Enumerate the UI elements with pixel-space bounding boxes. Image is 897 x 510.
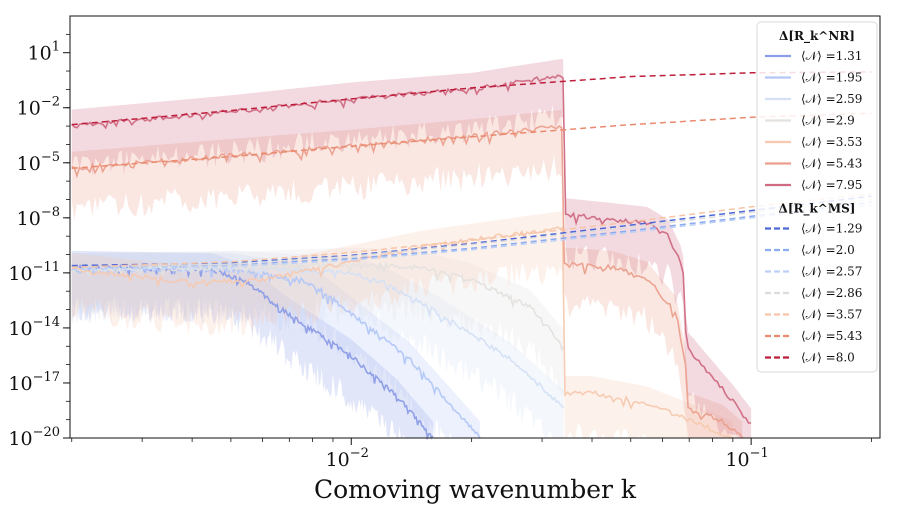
x-tick-label-1: 10−2 [326,446,369,471]
plot-background [70,16,880,438]
legend-label-2-2: ⟨𝒩⟩ =2.0 [801,243,855,257]
legend-box [756,21,878,373]
legend-label-1-1: ⟨𝒩⟩ =1.31 [801,49,862,63]
legend-label-1-7: ⟨𝒩⟩ =7.95 [801,178,862,192]
legend-label-1-6: ⟨𝒩⟩ =5.43 [801,157,862,171]
ms-line-4 [71,198,872,269]
legend-label-1-2: ⟨𝒩⟩ =1.95 [801,71,862,85]
x-tick-label-2: 10−1 [725,446,768,471]
x-axis-label: Comoving wavenumber k [314,475,637,504]
legend-label-2-7: ⟨𝒩⟩ =8.0 [801,351,855,365]
y-tick-label-4: 10−8 [17,205,60,230]
ms-line-7 [71,71,872,126]
legend-label-2-4: ⟨𝒩⟩ =2.86 [801,286,862,300]
ms-line-3 [71,204,872,271]
y-tick-label-1: 101 [28,40,60,65]
legend-label-1-5: ⟨𝒩⟩ =3.53 [801,135,862,149]
y-tick-label-6: 10−14 [8,315,60,340]
legend-label-2-1: ⟨𝒩⟩ =1.29 [801,222,862,236]
legend: Δ[R_k^NR] ⟨𝒩⟩ =1.31 ⟨𝒩⟩ =1.95 ⟨𝒩⟩ =2.59 ⟨𝒩⟩ … [756,21,878,373]
legend-label-1-4: ⟨𝒩⟩ =2.9 [801,114,855,128]
ms-series [71,71,872,271]
y-tick-label-2: 10−2 [17,95,60,120]
band-6 [71,109,743,439]
legend-label-2-3: ⟨𝒩⟩ =2.57 [801,265,862,279]
y-tick-label-5: 10−11 [8,260,60,285]
nr-line-3 [71,264,565,409]
plot-frame [69,15,881,439]
band-3 [71,250,564,438]
ms-line-5 [71,193,872,269]
band-2 [71,253,481,438]
legend-label-1-3: ⟨𝒩⟩ =2.59 [801,92,862,106]
y-tick-label-8: 10−20 [8,425,60,450]
x-axis-ticks: 10−2 10−1 [71,438,872,471]
legend-title-1: Δ[R_k^NR] [779,29,855,44]
y-axis-ticks: 101 10−2 10−5 10−8 10−11 10−14 10−17 10−20 [8,33,70,450]
y-tick-label-7: 10−17 [8,370,60,395]
band-1 [71,250,433,438]
legend-label-2-5: ⟨𝒩⟩ =3.57 [801,308,862,322]
y-tick-label-3: 10−5 [17,150,60,175]
legend-title-2: Δ[R_k^MS] [779,202,856,217]
ms-line-6 [71,112,872,170]
band-7 [71,58,752,438]
nr-line-4 [70,260,565,352]
legend-label-2-6: ⟨𝒩⟩ =5.43 [801,329,862,343]
